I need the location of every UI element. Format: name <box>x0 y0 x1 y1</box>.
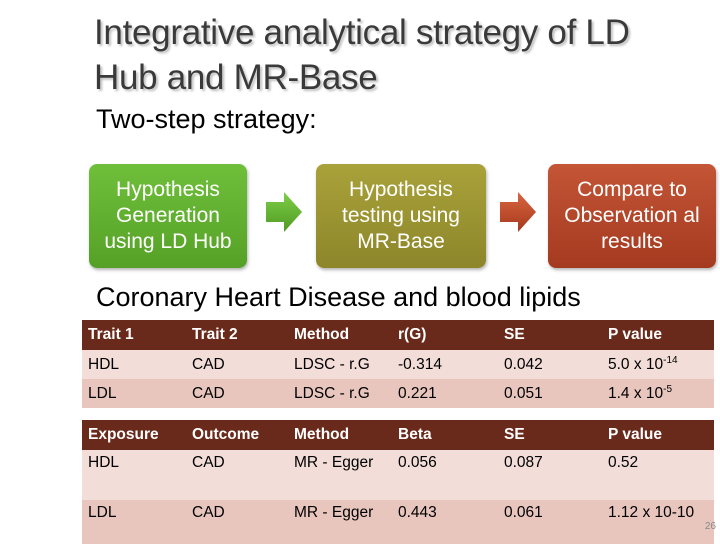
table-cell: HDL <box>82 450 186 500</box>
column-header: Outcome <box>186 420 288 450</box>
p-value-exponent: -14 <box>663 354 678 366</box>
column-header: P value <box>602 420 714 450</box>
column-header: Method <box>288 320 392 350</box>
table-cell: -0.314 <box>392 350 498 379</box>
step-label: Hypothesis Generation using LD Hub <box>104 178 232 253</box>
column-header: Method <box>288 420 392 450</box>
table-cell: HDL <box>82 350 186 379</box>
table-cell: CAD <box>186 350 288 379</box>
column-header: P value <box>602 320 714 350</box>
table-cell: 0.051 <box>498 379 602 408</box>
step-label: Compare to Observation al results <box>564 178 700 253</box>
table-row: HDL CAD MR - Egger 0.056 0.087 0.52 <box>82 450 714 500</box>
mendelian-randomization-table: Exposure Outcome Method Beta SE P value … <box>82 420 714 544</box>
step-label: Hypothesis testing using MR-Base <box>342 178 460 253</box>
step-compare-observational: Compare to Observation al results <box>548 164 716 268</box>
column-header: r(G) <box>392 320 498 350</box>
arrow-right-icon <box>266 192 302 232</box>
p-value-cell: 5.0 x 10-14 <box>602 350 714 379</box>
table-cell: CAD <box>186 379 288 408</box>
column-header: SE <box>498 420 602 450</box>
slide-title: Integrative analytical strategy of LD Hu… <box>94 13 630 97</box>
page-number: 26 <box>704 521 716 532</box>
step-hypothesis-generation: Hypothesis Generation using LD Hub <box>89 164 247 268</box>
table-row: HDL CAD LDSC - r.G -0.314 0.042 5.0 x 10… <box>82 350 714 379</box>
column-header: SE <box>498 320 602 350</box>
table-header-row: Trait 1 Trait 2 Method r(G) SE P value <box>82 320 714 350</box>
arrow-right-icon <box>500 192 536 232</box>
p-value-base: 5.0 x 10 <box>608 356 664 374</box>
table-cell: LDSC - r.G <box>288 350 392 379</box>
table-cell: MR - Egger <box>288 450 392 500</box>
table-cell: 0.443 <box>392 500 498 544</box>
table-cell: 0.087 <box>498 450 602 500</box>
column-header: Exposure <box>82 420 186 450</box>
table-cell: CAD <box>186 500 288 544</box>
table-cell: 0.221 <box>392 379 498 408</box>
p-value-cell: 1.4 x 10-5 <box>602 379 714 408</box>
table-cell: MR - Egger <box>288 500 392 544</box>
table-cell: CAD <box>186 450 288 500</box>
column-header: Trait 2 <box>186 320 288 350</box>
table-cell: 0.056 <box>392 450 498 500</box>
table-cell: LDL <box>82 500 186 544</box>
p-value-exponent: -5 <box>663 383 673 395</box>
column-header: Trait 1 <box>82 320 186 350</box>
table-row: LDL CAD LDSC - r.G 0.221 0.051 1.4 x 10-… <box>82 379 714 408</box>
table-row: LDL CAD MR - Egger 0.443 0.061 1.12 x 10… <box>82 500 714 544</box>
step-hypothesis-testing: Hypothesis testing using MR-Base <box>316 164 486 268</box>
table-cell: 0.52 <box>602 450 714 500</box>
table-cell: 0.042 <box>498 350 602 379</box>
p-value-base: 1.4 x 10 <box>608 385 664 403</box>
genetic-correlation-table: Trait 1 Trait 2 Method r(G) SE P value H… <box>82 320 714 408</box>
table-cell: 1.12 x 10-10 <box>602 500 714 544</box>
strategy-subtitle: Two-step strategy: <box>96 104 317 134</box>
table-cell: LDSC - r.G <box>288 379 392 408</box>
table-header-row: Exposure Outcome Method Beta SE P value <box>82 420 714 450</box>
section-heading: Coronary Heart Disease and blood lipids <box>96 282 581 312</box>
column-header: Beta <box>392 420 498 450</box>
table-cell: LDL <box>82 379 186 408</box>
table-cell: 0.061 <box>498 500 602 544</box>
